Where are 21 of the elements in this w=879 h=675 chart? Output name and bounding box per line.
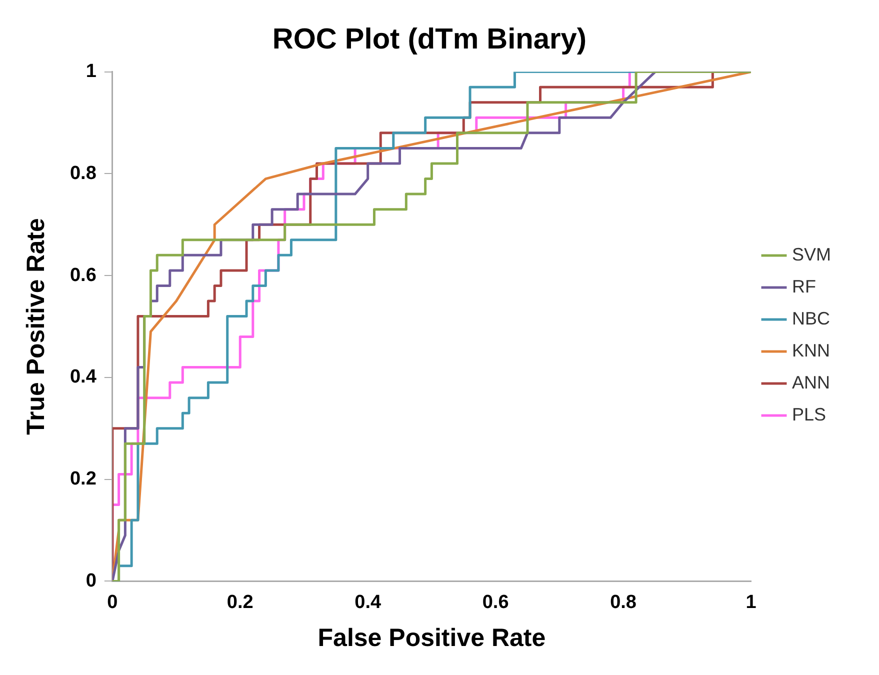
chart-title: ROC Plot (dTm Binary) [272,23,587,56]
y-tick-label: 1 [86,61,97,82]
x-tick-label: 0 [107,592,118,613]
x-tick-label: 0.2 [226,592,254,613]
x-tick-label: 0.6 [482,592,509,613]
legend-label: PLS [792,404,826,424]
legend-label: KNN [792,340,830,360]
legend-label: NBC [792,308,830,328]
y-tick-label: 0.2 [70,468,96,490]
y-tick-label: 0.6 [70,264,96,286]
legend-label: SVM [792,244,832,264]
legend-label: ANN [792,372,830,392]
x-tick-label: 0.4 [354,592,382,613]
legend-label: RF [792,276,816,296]
y-tick-label: 0.8 [70,162,96,184]
x-axis-title: False Positive Rate [318,624,546,652]
y-tick-label: 0.4 [70,366,97,388]
x-tick-label: 0.8 [610,592,636,613]
y-tick-label: 0 [86,570,96,592]
y-axis-title: True Positive Rate [22,218,50,435]
x-tick-label: 1 [746,592,757,613]
